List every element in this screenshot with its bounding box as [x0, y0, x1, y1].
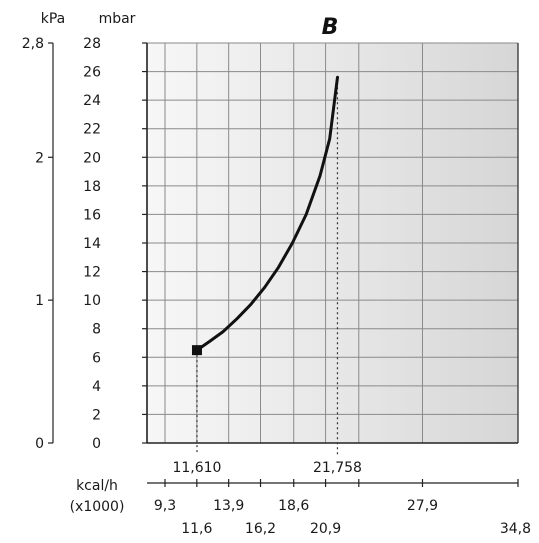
mbar-unit-label: mbar [99, 11, 136, 27]
x-tick-label: 27,9 [407, 498, 438, 514]
kpa-tick-label: 2 [35, 150, 44, 166]
range-marker-label: 21,758 [313, 460, 362, 476]
curve-start-point [191, 345, 202, 356]
y-tick-label: 22 [83, 122, 101, 138]
y-tick-label: 8 [92, 322, 101, 338]
y-tick-label: 26 [83, 65, 101, 81]
y-tick-label: 24 [83, 93, 101, 109]
x-tick-label: 18,6 [278, 498, 309, 514]
x-tick-label: 20,9 [310, 521, 341, 537]
x-tick-label: 13,9 [213, 498, 244, 514]
kpa-tick-label: 1 [35, 293, 44, 309]
x-tick-label: 11,6 [181, 521, 212, 537]
chart-title: B [322, 15, 339, 40]
y-tick-label: 4 [92, 379, 101, 395]
y-tick-label: 6 [92, 350, 101, 366]
pressure-curve [195, 75, 339, 352]
range-marker-label: 11,610 [172, 460, 221, 476]
kpa-unit-label: kPa [41, 11, 66, 27]
labels: B kPa mbar kcal/h (x1000) [41, 11, 339, 515]
x-tick-label: 34,8 [500, 521, 531, 537]
kpa-tick-label: 2,8 [22, 36, 44, 52]
y-tick-label: 14 [83, 236, 101, 252]
x-unit-label: kcal/h [76, 478, 118, 494]
x-tick-label: 16,2 [245, 521, 276, 537]
y-tick-label: 0 [92, 436, 101, 452]
y-tick-label: 10 [83, 293, 101, 309]
y-tick-label: 16 [83, 207, 101, 223]
x-tick-label: 9,3 [154, 498, 176, 514]
x-multiplier-label: (x1000) [70, 499, 125, 515]
kpa-tick-label: 0 [35, 436, 44, 452]
y-tick-label: 12 [83, 265, 101, 281]
y-tick-label: 28 [83, 36, 101, 52]
y-tick-label: 18 [83, 179, 101, 195]
y-tick-label: 20 [83, 150, 101, 166]
marks: 11,610 21,758 [172, 75, 362, 476]
y-tick-label: 2 [92, 407, 101, 423]
